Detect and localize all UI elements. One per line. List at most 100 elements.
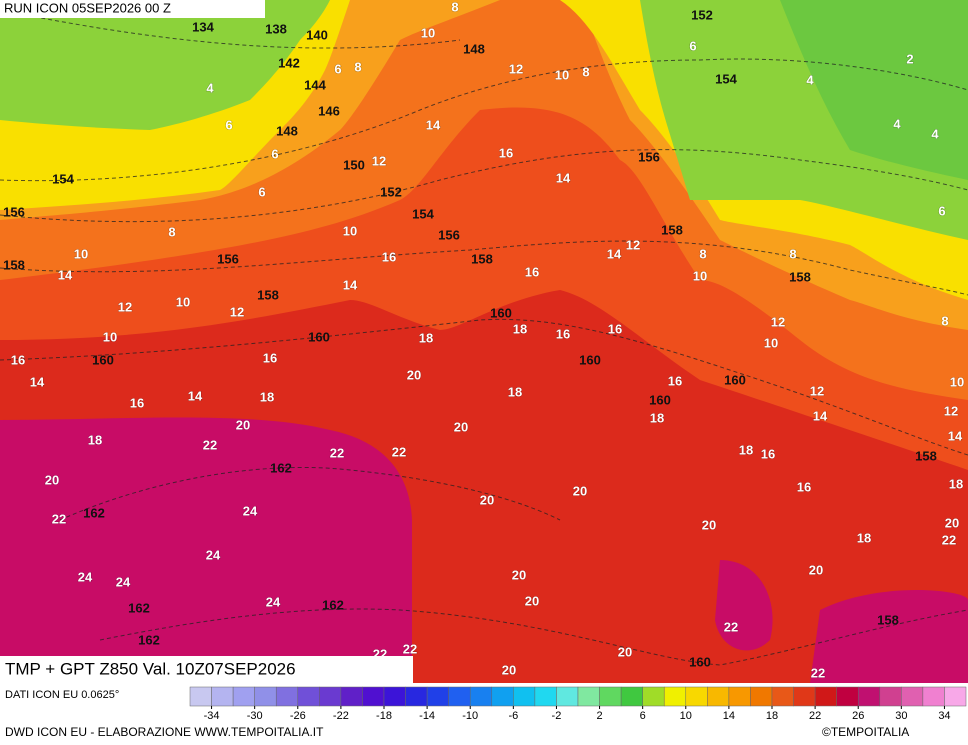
temperature-label: 18 <box>739 442 753 457</box>
geopotential-label: 152 <box>380 184 402 199</box>
temperature-label: 12 <box>509 61 523 76</box>
temperature-label: 20 <box>407 367 421 382</box>
colorbar-swatch <box>814 686 837 707</box>
geopotential-label: 156 <box>3 204 25 219</box>
colorbar-tick-label: -26 <box>290 710 306 722</box>
colorbar-swatch <box>642 686 665 707</box>
temperature-label: 4 <box>806 72 814 87</box>
temperature-label: 16 <box>499 145 513 160</box>
temperature-label: 8 <box>699 246 706 261</box>
colorbar-swatch <box>405 686 428 707</box>
run-box <box>0 0 265 18</box>
colorbar-tick-label: -6 <box>508 710 518 722</box>
geopotential-label: 158 <box>915 448 937 463</box>
temperature-label: 10 <box>693 268 707 283</box>
temperature-label: 12 <box>372 153 386 168</box>
temperature-label: 12 <box>118 299 132 314</box>
isohypse <box>0 318 968 456</box>
geopotential-label: 160 <box>92 352 114 367</box>
temperature-label: 6 <box>258 184 265 199</box>
temperature-label: 6 <box>225 117 232 132</box>
temperature-label: 12 <box>230 304 244 319</box>
colorbar-swatch <box>599 686 622 707</box>
colorbar-swatch <box>707 686 730 707</box>
temperature-label: 20 <box>945 515 959 530</box>
temperature-label: 12 <box>626 237 640 252</box>
run-label: RUN ICON 05SEP2026 00 Z <box>4 0 171 15</box>
coldest-region <box>780 0 968 180</box>
geopotential-label: 158 <box>257 287 279 302</box>
temperature-label: 20 <box>236 417 250 432</box>
colorbar-swatch <box>901 686 924 707</box>
colorbar-swatch <box>319 686 342 707</box>
colorbar-swatch <box>728 686 751 707</box>
temperature-label: 10 <box>764 335 778 350</box>
temperature-label: 10 <box>950 374 964 389</box>
temperature-label: 20 <box>502 662 516 677</box>
colorbar-swatch <box>944 686 967 707</box>
geopotential-label: 162 <box>128 600 150 615</box>
temperature-label: 16 <box>382 249 396 264</box>
temperature-label: 18 <box>949 476 963 491</box>
colorbar-tick-label: 30 <box>895 710 907 722</box>
geopotential-label: 148 <box>276 123 298 138</box>
colorbar-swatch <box>362 686 385 707</box>
temperature-label: 8 <box>789 246 796 261</box>
colorbar-swatch <box>513 686 536 707</box>
temperature-label: 22 <box>203 437 217 452</box>
colorbar-swatch <box>922 686 945 707</box>
colorbar-tick-label: 18 <box>766 710 778 722</box>
temperature-label: 4 <box>931 126 939 141</box>
isohypse <box>0 149 968 223</box>
temperature-label: 20 <box>45 472 59 487</box>
colorbar-swatch <box>857 686 881 707</box>
geopotential-label: 140 <box>306 27 328 42</box>
map-title: TMP + GPT Z850 Val. 10Z07SEP2026 <box>5 659 296 678</box>
geopotential-label: 160 <box>649 392 671 407</box>
colorbar-swatch <box>232 686 255 707</box>
temperature-label: 20 <box>454 419 468 434</box>
isohypse <box>99 608 968 666</box>
temperature-label: 22 <box>811 665 825 680</box>
temperature-label: 16 <box>668 373 682 388</box>
colorbar-swatch <box>491 686 514 707</box>
colorbar-swatch <box>426 686 449 707</box>
colorbar-swatch <box>556 686 579 707</box>
temperature-label: 16 <box>263 350 277 365</box>
temperature-label: 6 <box>334 61 341 76</box>
data-source: DATI ICON EU 0.0625° <box>5 689 119 701</box>
temperature-label: 24 <box>78 569 93 584</box>
colorbar: -34 -30 -26 -22 -18 -14 -10 -6 -2 2 6 10 14 18 22 26 30 3… <box>189 686 967 722</box>
temperature-label: 14 <box>426 117 441 132</box>
colorbar-tick-label: 2 <box>596 710 602 722</box>
temperature-label: 20 <box>573 483 587 498</box>
temperature-label: 6 <box>689 38 696 53</box>
temperature-label: 20 <box>525 593 539 608</box>
temperature-label: 16 <box>797 479 811 494</box>
temperature-label: 14 <box>607 246 622 261</box>
temperature-label: 2 <box>906 51 913 66</box>
map: 134 138 1401421441461481501521541561581601… <box>0 0 968 683</box>
colorbar-swatch <box>383 686 406 707</box>
geopotential-label: 160 <box>308 329 330 344</box>
temperature-label: 8 <box>354 59 361 74</box>
geopotential-label: 154 <box>715 71 737 86</box>
colorbar-tick-label: -18 <box>376 710 392 722</box>
colorbar-swatch <box>189 686 212 707</box>
temperature-label: 16 <box>608 321 622 336</box>
isohypse <box>0 240 968 296</box>
geopotential-label: 148 <box>463 41 485 56</box>
colorbar-swatch <box>836 686 859 707</box>
colorbar-tick-label: -22 <box>333 710 349 722</box>
temperature-label: 8 <box>451 0 458 14</box>
temperature-label: 16 <box>11 352 25 367</box>
temperature-label: 18 <box>650 410 664 425</box>
colorbar-swatch <box>750 686 773 707</box>
colorbar-swatch <box>340 686 363 707</box>
temperature-label: 20 <box>809 562 823 577</box>
geopotential-label: 160 <box>724 372 746 387</box>
colorbar-tick-label: -10 <box>462 710 478 722</box>
copyright: ©TEMPOITALIA <box>822 725 909 739</box>
temperature-label: 10 <box>555 67 569 82</box>
